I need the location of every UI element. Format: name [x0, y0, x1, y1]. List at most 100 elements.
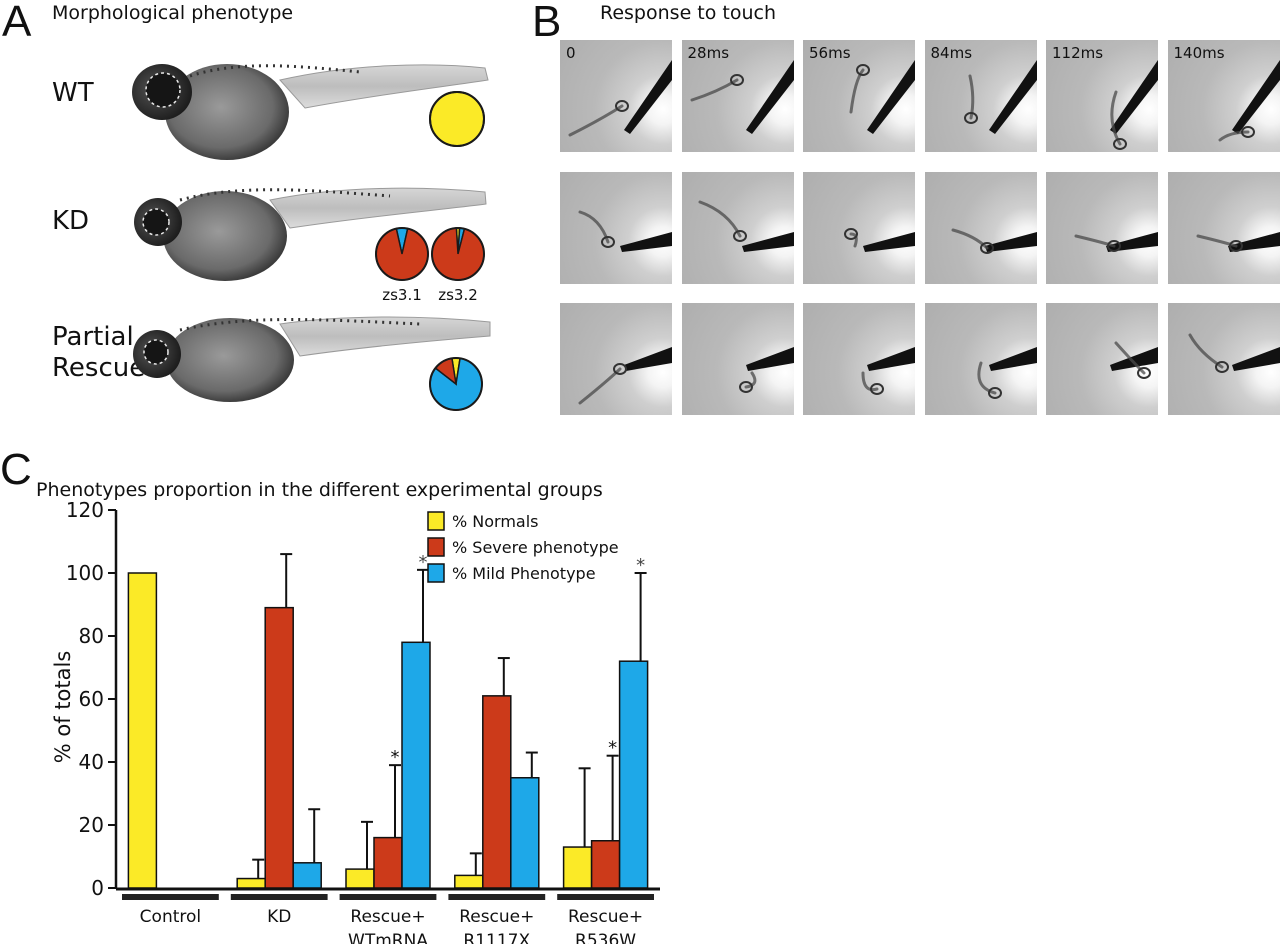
- x-category-label: Rescue+: [350, 907, 425, 927]
- time-label: 140ms: [1173, 44, 1225, 62]
- probe-needle: [1231, 60, 1280, 134]
- x-category-label: Control: [140, 907, 201, 927]
- larva-body: [690, 78, 738, 102]
- x-category-label: R536W: [575, 931, 636, 944]
- legend-label: % Normals: [452, 512, 539, 531]
- panel-b-letter: B: [532, 0, 562, 46]
- significance-marker: *: [608, 738, 617, 759]
- touch-frame-r2-c2: [681, 171, 794, 284]
- group-underline: [122, 894, 219, 900]
- row-label-kd: KD: [52, 206, 90, 236]
- larva-head: [1228, 239, 1243, 252]
- bar: [236, 877, 266, 889]
- time-label: 112ms: [1052, 44, 1104, 62]
- bar: [345, 868, 375, 889]
- larva-body: [1188, 333, 1223, 369]
- probe-needle: [988, 347, 1037, 371]
- touch-frame-r2-c5: [1046, 171, 1158, 284]
- pie-partial-rescue: [429, 357, 483, 411]
- touch-frame-r3-c1: [560, 303, 672, 415]
- panel-a-title: Morphological phenotype: [52, 2, 294, 24]
- probe-needle: [624, 60, 672, 134]
- probe-needle: [867, 60, 915, 134]
- larva-body: [578, 367, 622, 405]
- pie-outline: [429, 91, 485, 147]
- group-underline: [557, 894, 654, 900]
- larva-body: [744, 371, 756, 389]
- x-category-label: Rescue+: [459, 907, 534, 927]
- larva-body: [951, 228, 988, 249]
- group-underline: [230, 894, 328, 900]
- group-underline: [339, 894, 437, 900]
- larva-head: [1107, 239, 1121, 252]
- touch-frame-r1-c6: 140ms: [1167, 40, 1280, 152]
- touch-frame-r3-c2: [681, 303, 794, 415]
- pie-kd-zs32: [431, 227, 485, 281]
- probe-needle: [745, 60, 794, 134]
- pie-caption-zs32: zs3.2: [438, 286, 478, 304]
- touch-frame-r3-c3: [803, 303, 915, 415]
- significance-marker: *: [391, 747, 400, 768]
- probe-needle: [1110, 60, 1158, 134]
- panel-c-letter: C: [0, 445, 32, 494]
- larva-head: [615, 100, 629, 112]
- legend-label: % Mild Phenotype: [452, 564, 596, 583]
- touch-frame-r2-c4: [924, 171, 1037, 284]
- probe-needle: [620, 231, 672, 252]
- time-label: 0: [566, 44, 576, 62]
- time-label: 84ms: [930, 44, 973, 62]
- larva-head: [1214, 361, 1229, 373]
- bar: [292, 862, 322, 889]
- panel-b-title: Response to touch: [600, 2, 777, 24]
- larva-head: [1137, 367, 1151, 379]
- probe-needle: [745, 347, 794, 371]
- probe-needle: [624, 347, 672, 371]
- bar: [127, 572, 158, 889]
- touch-frame-r1-c2: 28ms: [681, 40, 794, 152]
- pie-outline: [375, 227, 429, 281]
- bar: [373, 836, 403, 889]
- larva-body: [861, 371, 879, 392]
- larva-head: [601, 235, 615, 248]
- larva-body: [1196, 234, 1237, 247]
- larva-body: [1074, 234, 1116, 247]
- bar: [618, 660, 649, 889]
- larva-head: [729, 74, 744, 86]
- larva-head: [613, 363, 627, 375]
- legend-swatch: [427, 563, 445, 583]
- bar: [264, 606, 294, 889]
- touch-frame-r1-c4: 84ms: [924, 40, 1037, 152]
- larva-body: [968, 74, 974, 120]
- bar: [482, 695, 512, 889]
- probe-needle: [988, 60, 1037, 134]
- touch-frame-r2-c1: [560, 171, 672, 284]
- larva-head: [987, 387, 1002, 399]
- y-tick-label: 40: [79, 750, 104, 774]
- row-label-partial-rescue: Partial Rescue: [52, 322, 146, 383]
- probe-needle: [1231, 347, 1280, 371]
- touch-frame-r3-c6: [1167, 303, 1280, 415]
- significance-marker: *: [636, 555, 645, 576]
- probe-needle: [867, 347, 915, 371]
- panel-a-letter: A: [2, 0, 32, 46]
- probe-needle: [1110, 347, 1158, 371]
- y-tick-label: 80: [79, 624, 104, 648]
- touch-frame-r2-c3: [803, 171, 915, 284]
- embryo-wt-image: [132, 64, 489, 160]
- larva-body: [976, 361, 996, 395]
- pie-kd-zs31: [375, 227, 429, 281]
- touch-frame-r3-c4: [924, 303, 1037, 415]
- larva-head: [856, 64, 870, 76]
- x-category-label: Rescue+: [568, 907, 643, 927]
- bar: [510, 777, 540, 889]
- phenotype-bar-chart: Phenotypes proportion in the different e…: [36, 479, 660, 944]
- probe-needle: [863, 231, 915, 252]
- larva-head: [732, 229, 747, 242]
- y-tick-label: 20: [79, 813, 104, 837]
- bar: [590, 840, 621, 889]
- larva-head: [738, 381, 753, 393]
- significance-marker: *: [419, 552, 428, 573]
- larva-head: [1113, 138, 1127, 150]
- time-label: 56ms: [809, 44, 851, 62]
- bar: [562, 846, 593, 889]
